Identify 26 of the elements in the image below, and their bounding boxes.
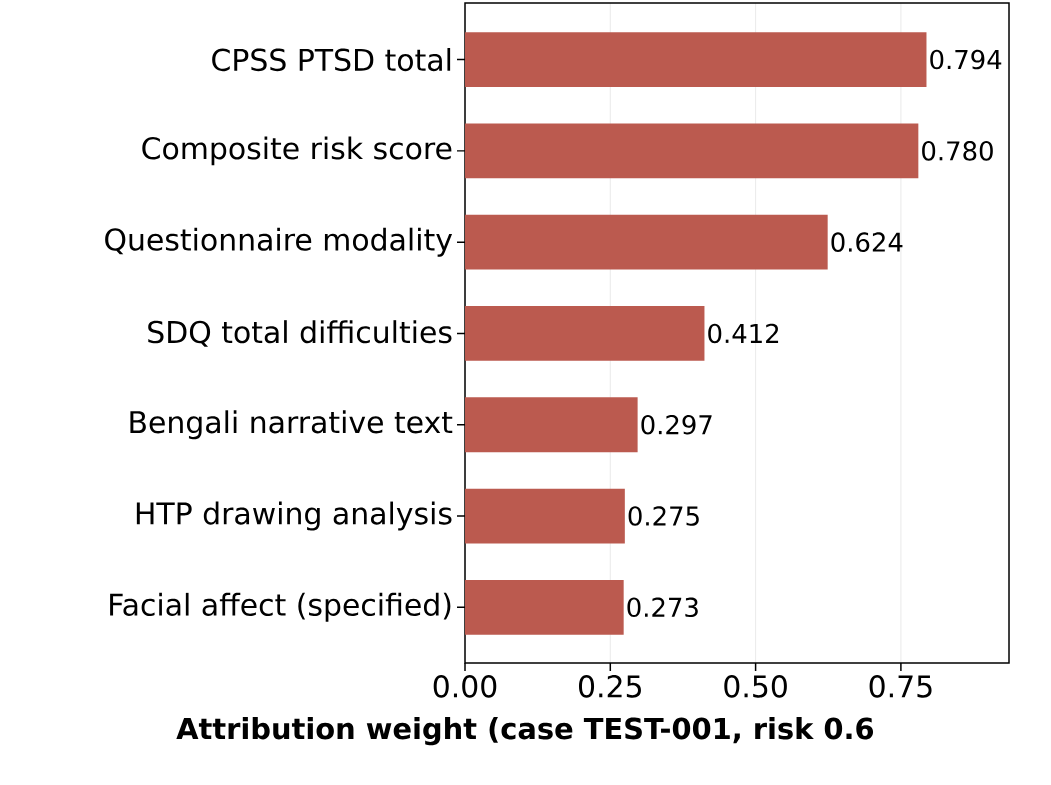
bar [465,397,638,453]
data-label: 0.297 [641,414,712,435]
y-tick-label: Composite risk score [142,136,452,166]
data-label: 0.624 [831,232,903,252]
x-tick-label: 0.25 [579,675,641,698]
x-axis-title: Attribution weight (case TEST-001, risk 0.6 [176,717,874,746]
data-label: 0.275 [628,506,699,526]
y-tick-label: CPSS PTSD total [212,48,451,72]
bar [465,306,705,361]
data-label: 0.794 [930,49,1002,70]
bar [465,32,927,87]
y-tick-label: SDQ total difficulties [148,320,452,347]
bar [465,214,828,270]
data-label: 0.273 [627,597,698,618]
bar [465,579,624,635]
bar [465,488,625,544]
y-tick-label: HTP drawing analysis [136,501,452,531]
y-tick-label: Questionnaire modality [105,227,453,257]
y-tick-label: Facial affect (specified) [110,592,451,622]
y-tick-label: Bengali narrative text [130,410,453,440]
x-tick-label: 0.50 [724,675,787,698]
bar [465,123,919,179]
x-tick-label: 0.00 [433,675,497,698]
data-label: 0.780 [922,141,993,161]
data-label: 0.412 [708,323,779,344]
x-tick-label: 0.75 [869,675,932,698]
